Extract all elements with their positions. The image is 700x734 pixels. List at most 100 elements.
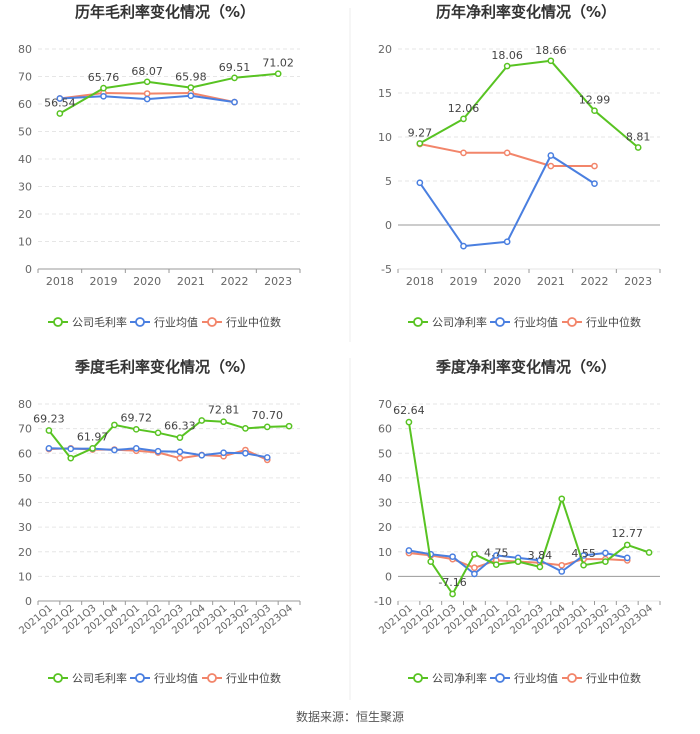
annual-gross-industry_avg-point	[231, 98, 238, 106]
annual-net-industry_avg-line	[418, 154, 596, 248]
quarterly-net-y-tick-label: 60	[378, 423, 392, 436]
quarterly-net-y-tick-label: 30	[378, 497, 392, 510]
quarterly-gross-company-point	[89, 445, 96, 452]
annual-gross-industry_avg-point	[187, 92, 195, 100]
quarterly-gross-industry_avg-point	[198, 451, 206, 459]
annual-net-y-tick-label: 10	[378, 131, 392, 144]
quarterly-net-company-data-label: 4.75	[484, 547, 509, 560]
annual-net-x-tick-label: 2018	[406, 275, 434, 288]
quarterly-gross-y-tick-label: 10	[18, 570, 32, 583]
quarterly-gross-industry_avg-point	[176, 448, 184, 456]
annual-gross-x-tick-label: 2022	[221, 275, 249, 288]
quarterly-net-company-data-label: 62.64	[393, 404, 425, 417]
annual-gross-company-data-label: 68.07	[131, 65, 163, 78]
annual-gross-x-tick-label: 2018	[46, 275, 74, 288]
annual-net-company-data-label: 12.06	[448, 102, 480, 115]
annual-net-company-point	[416, 140, 424, 147]
annual-gross-x-tick-label: 2021	[177, 275, 205, 288]
source-note: 数据来源：恒生聚源	[295, 710, 404, 724]
quarterly-gross-industry_avg-point	[132, 444, 140, 452]
annual-gross-y-tick-label: 20	[18, 208, 32, 221]
annual-gross-company-line	[59, 72, 279, 115]
annual-net-legend-company-marker	[413, 317, 423, 327]
quarterly-gross-company-data-label: 70.70	[252, 409, 284, 422]
annual-gross-company-point	[56, 110, 64, 117]
annual-gross-y-tick-label: 80	[18, 43, 32, 56]
annual-net-legend-industry_avg-label: 行业均值	[514, 316, 558, 329]
quarterly-gross-company-line	[48, 419, 290, 460]
annual-net-x-tick-label: 2019	[450, 275, 478, 288]
annual-net-legend-industry_median-marker	[567, 317, 577, 327]
quarterly-net-company-point	[645, 549, 653, 556]
quarterly-gross-y-tick-label: 80	[18, 398, 32, 411]
quarterly-net-company-point	[492, 561, 500, 569]
quarterly-gross-industry_avg-point	[242, 449, 249, 457]
quarterly-net-legend-industry_median-marker	[567, 673, 577, 683]
annual-net-y-tick-label: 20	[378, 43, 392, 56]
quarterly-net-company-line	[407, 421, 650, 595]
annual-net-y-tick-label: 15	[378, 87, 392, 100]
annual-gross-company-point	[274, 70, 282, 78]
quarterly-gross-company-point	[220, 418, 227, 426]
quarterly-net-company-point	[623, 541, 631, 549]
quarterly-net-industry_avg-point	[558, 568, 566, 575]
quarterly-net-industry_avg-point	[623, 554, 631, 562]
annual-net-industry_avg-point	[503, 238, 511, 246]
annual-gross-legend-industry_median-marker	[207, 317, 217, 327]
annual-net-industry_median-point	[460, 149, 467, 157]
annual-gross-y-tick-label: 50	[18, 126, 32, 139]
quarterly-gross-y-tick-label: 40	[18, 497, 32, 510]
quarterly-net-company-data-label: 3.84	[528, 549, 553, 562]
annual-net-company-data-label: 12.99	[579, 94, 611, 107]
annual-gross-industry_median-point	[143, 90, 151, 97]
quarterly-net-industry_avg-point	[405, 547, 413, 554]
quarterly-gross-y-tick-label: 70	[18, 423, 32, 436]
quarterly-net-company-data-label: 4.55	[571, 547, 596, 560]
quarterly-net-y-tick-label: 40	[378, 472, 392, 485]
quarterly-net-company-point	[558, 495, 566, 503]
annual-net-company-point	[634, 144, 642, 151]
quarterly-net-y-tick-label: 20	[378, 521, 392, 534]
quarterly-net-industry_median-point	[471, 564, 478, 572]
quarterly-gross-legend-company-marker	[53, 673, 63, 683]
quarterly-net-company-point	[580, 561, 587, 569]
annual-gross-company-data-label: 71.02	[262, 57, 294, 70]
quarterly-net-company-data-label: 12.77	[612, 527, 644, 540]
quarterly-gross-company-data-label: 66.33	[164, 420, 196, 433]
annual-gross-industry_avg-point	[56, 95, 64, 102]
quarterly-gross-company-point	[263, 423, 271, 431]
quarterly-gross-industry_avg-point	[111, 446, 118, 454]
annual-net-title: 历年净利率变化情况（%）	[436, 3, 616, 21]
quarterly-net-company-point	[536, 563, 544, 571]
quarterly-gross-company-point	[154, 429, 162, 437]
quarterly-net-legend-company-label: 公司净利率	[432, 671, 487, 685]
quarterly-net-company-point	[471, 550, 478, 558]
annual-gross-x-tick-label: 2020	[133, 275, 161, 288]
quarterly-gross-company-point	[67, 454, 75, 462]
annual-gross-company-point	[143, 78, 151, 86]
annual-net-company-point	[591, 107, 598, 115]
annual-net-legend-industry_median-label: 行业中位数	[586, 315, 641, 329]
quarterly-gross-company-point	[285, 422, 293, 430]
annual-net-company-data-label: 9.27	[408, 126, 433, 139]
annual-net-industry_avg-point	[591, 180, 598, 187]
annual-gross-industry_avg-point	[100, 92, 107, 100]
quarterly-net-company-point	[602, 558, 609, 565]
quarterly-gross-legend-industry_median-marker	[207, 673, 217, 683]
annual-net-industry_avg-point	[460, 242, 467, 250]
annual-net-company-point	[460, 115, 467, 123]
annual-net-legend-company-label: 公司净利率	[432, 315, 487, 329]
annual-gross-company-point	[231, 74, 238, 82]
annual-net-y-tick-label: -5	[381, 263, 392, 276]
quarterly-gross-company-point	[198, 417, 206, 424]
annual-net-y-tick-label: 5	[385, 175, 392, 188]
quarterly-net-legend-industry_avg-label: 行业均值	[514, 672, 558, 685]
quarterly-net-y-tick-label: -10	[374, 595, 392, 608]
quarterly-gross-industry_avg-point	[154, 447, 162, 455]
annual-gross-company-data-label: 65.76	[88, 71, 120, 84]
quarterly-net-legend-company-marker	[413, 673, 423, 683]
quarterly-gross-industry_median-point	[176, 454, 184, 462]
annual-gross-y-tick-label: 40	[18, 153, 32, 166]
annual-gross-legend-company-label: 公司毛利率	[72, 315, 127, 329]
